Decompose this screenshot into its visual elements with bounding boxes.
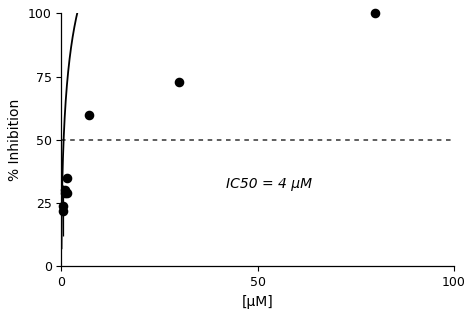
Point (372, 11, 379, 16)
X-axis label: [μM]: [μM] (242, 295, 273, 309)
Point (64, 191, 71, 196)
Point (175, 79, 183, 84)
Point (85, 112, 93, 117)
Point (60, 208, 67, 213)
Point (60, 203, 67, 208)
Point (62, 191, 69, 196)
Y-axis label: % Inhibition: % Inhibition (9, 99, 22, 181)
Point (64, 175, 71, 180)
Point (62, 188, 69, 193)
Text: IC50 = 4 μM: IC50 = 4 μM (226, 177, 312, 191)
